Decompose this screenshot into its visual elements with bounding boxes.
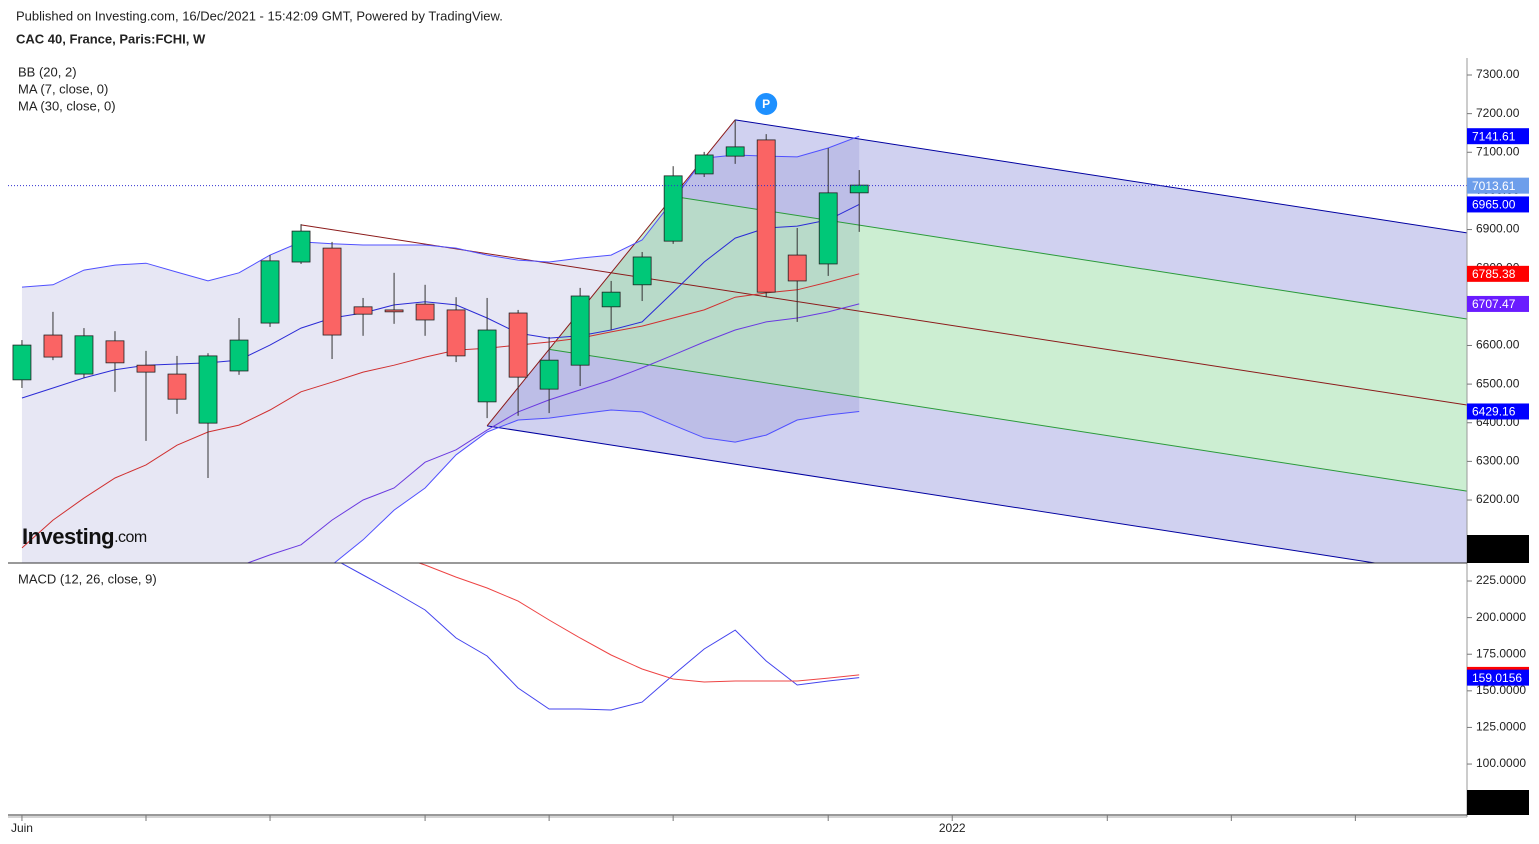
price-plot xyxy=(8,119,1467,563)
y-tick-label: 6900.00 xyxy=(1476,222,1520,236)
y-tick-label: 225.0000 xyxy=(1476,573,1526,587)
candle-body xyxy=(167,373,187,400)
price-box-label: 6429.16 xyxy=(1472,405,1516,419)
y-tick-label: 7300.00 xyxy=(1476,67,1520,81)
candle-body xyxy=(787,254,807,282)
candle-body xyxy=(74,335,94,375)
y-tick-label: 6600.00 xyxy=(1476,338,1520,352)
candle-body xyxy=(260,260,280,324)
pitchfork-zone xyxy=(673,119,1467,319)
candle-body xyxy=(12,344,32,381)
legend-entry: MA (7, close, 0) xyxy=(18,81,108,96)
candle-body xyxy=(353,306,373,315)
candle-body xyxy=(663,175,683,242)
candle-body xyxy=(446,309,466,357)
macd-line xyxy=(340,563,860,711)
logo-brand: Investing xyxy=(22,524,114,549)
candle-body xyxy=(694,154,714,175)
x-tick-label: 2022 xyxy=(939,821,966,835)
macd-plot xyxy=(340,563,860,711)
pitchfork-line xyxy=(735,119,1467,234)
candle-body xyxy=(384,309,404,313)
pitchfork-median xyxy=(300,224,1467,406)
logo-suffix: .com xyxy=(114,529,147,546)
price-box xyxy=(1467,128,1529,145)
candle-body xyxy=(849,184,869,194)
bollinger-lower xyxy=(333,409,860,563)
publish-note: Published on Investing.com, 16/Dec/2021 … xyxy=(16,8,503,23)
pitchfork-line xyxy=(673,195,1467,320)
candle-body xyxy=(508,312,528,378)
y-tick-label: 100.0000 xyxy=(1476,756,1526,770)
event-marker xyxy=(755,92,778,115)
price-box-label: 7141.61 xyxy=(1472,129,1516,143)
axis-block xyxy=(1467,535,1529,563)
y-tick-label: 6500.00 xyxy=(1476,376,1520,390)
price-box xyxy=(1467,177,1529,194)
candle-body xyxy=(322,247,342,336)
y-tick-label: 6200.00 xyxy=(1476,492,1520,506)
macd-legend: MACD (12, 26, close, 9) xyxy=(18,571,157,586)
y-tick-label: 6300.00 xyxy=(1476,454,1520,468)
legend-entry: BB (20, 2) xyxy=(18,64,77,79)
moving-average xyxy=(21,273,860,549)
candle-body xyxy=(229,339,249,372)
moving-average xyxy=(21,203,860,399)
pitchfork-zone xyxy=(487,349,1467,563)
pitchfork-zone xyxy=(549,196,1467,492)
candle-body xyxy=(725,146,745,157)
candle-body xyxy=(415,303,435,321)
pitchfork-handle xyxy=(486,119,736,427)
y-tick-label: 175.0000 xyxy=(1476,646,1526,660)
y-tick-label: 150.0000 xyxy=(1476,683,1526,697)
y-tick-label: 125.0000 xyxy=(1476,720,1526,734)
price-box-label: 159.0156 xyxy=(1472,671,1522,685)
candle-body xyxy=(756,139,776,293)
bollinger-basis xyxy=(246,303,860,563)
axis-block xyxy=(1467,790,1529,815)
pitchfork-line xyxy=(549,348,1467,492)
price-box xyxy=(1467,669,1529,686)
pitchfork-line xyxy=(487,425,1379,563)
price-box xyxy=(1467,403,1529,420)
price-box xyxy=(1467,265,1529,282)
price-box-label: 6965.00 xyxy=(1472,198,1516,212)
candle-body xyxy=(539,359,559,390)
price-box xyxy=(1467,295,1529,312)
price-box-label: 7013.61 xyxy=(1472,179,1516,193)
y-tick-label: 7100.00 xyxy=(1476,144,1520,158)
price-box xyxy=(1467,196,1529,213)
candle-body xyxy=(43,334,63,358)
candle-body xyxy=(477,329,497,403)
symbol-title: CAC 40, France, Paris:FCHI, W xyxy=(16,31,206,46)
candle-body xyxy=(136,364,156,373)
logo-brand: Investing.com xyxy=(22,524,147,549)
candle-body xyxy=(818,192,838,265)
candle-body xyxy=(291,230,311,263)
price-box-label: 6785.38 xyxy=(1472,267,1516,281)
event-marker-label: P xyxy=(762,97,770,111)
legend-entry: MA (30, close, 0) xyxy=(18,98,116,113)
x-tick-label: Juin xyxy=(11,821,33,835)
macd-line xyxy=(417,563,860,683)
y-tick-label: 7200.00 xyxy=(1476,106,1520,120)
price-box-label: 6707.47 xyxy=(1472,297,1516,311)
candle-body xyxy=(601,291,621,308)
price-scale: 6200.006300.006400.006500.006600.006700.… xyxy=(1467,67,1529,770)
candle-body xyxy=(570,295,590,366)
bollinger-upper xyxy=(21,135,860,288)
candle-body xyxy=(105,340,125,364)
bollinger-fill xyxy=(21,136,860,563)
candle-body xyxy=(198,355,218,424)
axes: Juin 2022 xyxy=(8,58,1529,835)
y-tick-label: 200.0000 xyxy=(1476,610,1526,624)
candle-body xyxy=(632,256,652,286)
